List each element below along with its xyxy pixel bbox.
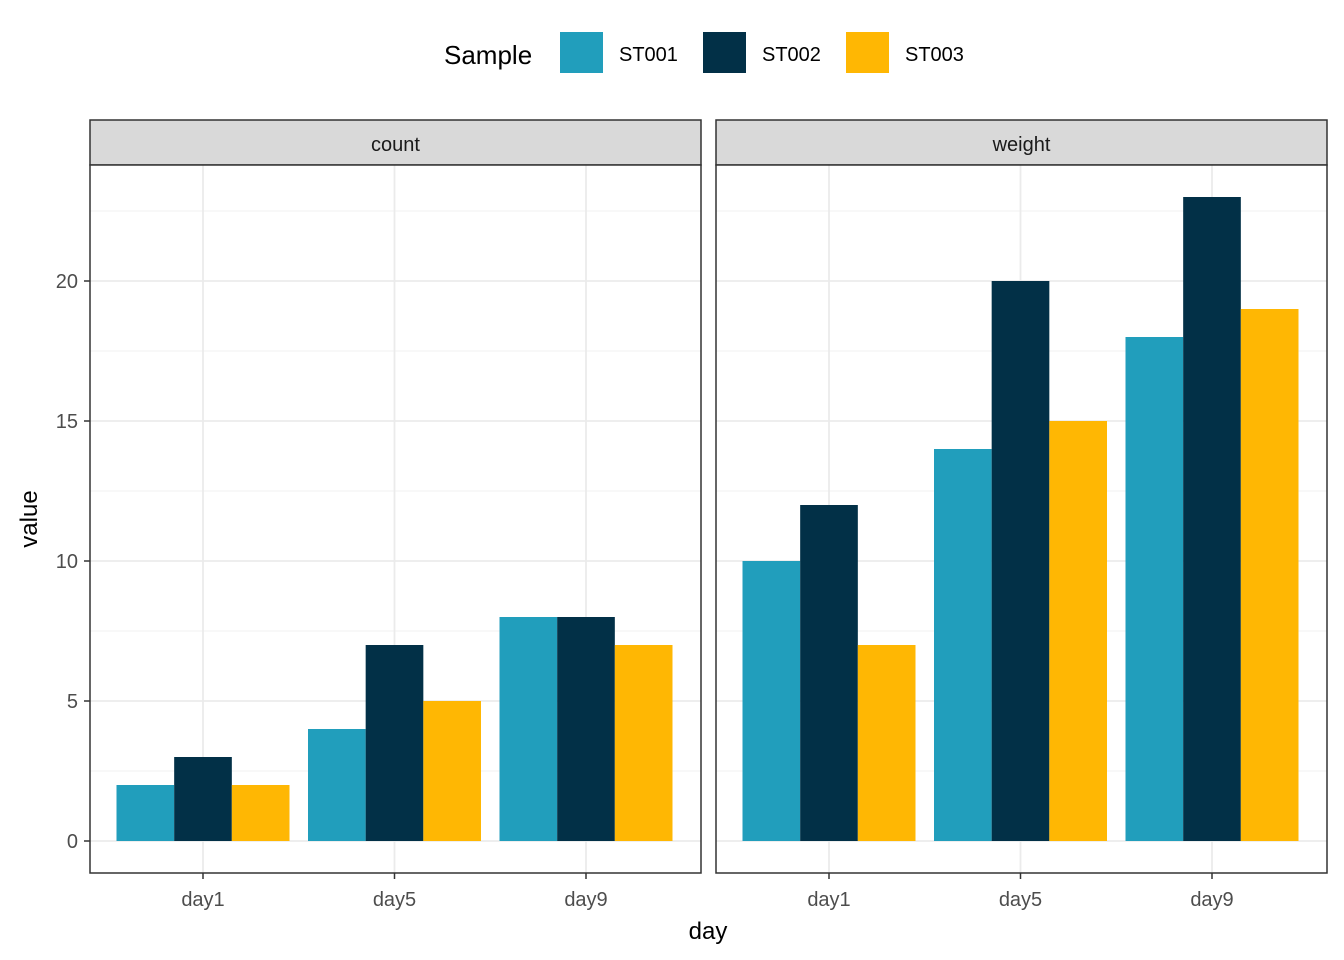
bar-weight-day1-st001 <box>742 561 801 841</box>
legend-label-st003: ST003 <box>905 44 964 66</box>
facet-strip-weight <box>715 119 1328 166</box>
bar-weight-day1-st003 <box>857 645 916 841</box>
x-tick-label: day5 <box>373 889 416 911</box>
bar-count-day5-st003 <box>423 701 481 841</box>
bar-weight-day9-st001 <box>1125 337 1184 841</box>
bar-weight-day5-st002 <box>991 281 1050 841</box>
legend-label-st001: ST001 <box>619 44 678 66</box>
bar-count-day9-st002 <box>557 617 615 841</box>
bar-weight-day9-st002 <box>1183 197 1241 841</box>
y-tick-label: 5 <box>67 691 78 713</box>
y-tick-label: 0 <box>67 831 78 853</box>
bar-count-day1-st003 <box>231 785 290 841</box>
panel-border <box>89 164 702 874</box>
bar-weight-day9-st003 <box>1240 309 1299 841</box>
x-tick-label: day1 <box>807 889 850 911</box>
facet-label-weight: weight <box>992 134 1051 156</box>
panel-count: count day1 day5 day9 0 5 10 15 20 <box>56 119 702 911</box>
legend-key-st002 <box>703 32 746 73</box>
x-tick-label: day5 <box>999 889 1042 911</box>
facet-strip-count <box>89 119 702 166</box>
bar-count-day9-st003 <box>614 645 673 841</box>
legend-label-st002: ST002 <box>762 44 821 66</box>
panel-weight: weight day1 day5 day9 <box>715 119 1328 911</box>
y-tick-label: 10 <box>56 551 78 573</box>
bar-weight-day5-st003 <box>1049 421 1107 841</box>
bar-count-day1-st001 <box>116 785 175 841</box>
legend-key-st003 <box>846 32 889 73</box>
y-tick-label: 20 <box>56 271 78 293</box>
x-tick-label: day9 <box>1190 889 1233 911</box>
legend-key-st001 <box>560 32 603 73</box>
bar-weight-day1-st002 <box>800 505 858 841</box>
bar-count-day9-st001 <box>499 617 558 841</box>
x-tick-label: day1 <box>181 889 224 911</box>
bar-count-day5-st002 <box>365 645 424 841</box>
y-axis-title: value <box>16 490 43 547</box>
legend-title: Sample <box>444 40 532 70</box>
x-axis-title: day <box>689 918 728 945</box>
bar-count-day5-st001 <box>308 729 366 841</box>
y-tick-label: 15 <box>56 411 78 433</box>
facet-label-count: count <box>371 134 420 156</box>
bar-weight-day5-st001 <box>934 449 992 841</box>
x-tick-label: day9 <box>564 889 607 911</box>
legend: Sample ST001 ST002 ST003 <box>444 32 964 73</box>
bar-count-day1-st002 <box>174 757 232 841</box>
panel-border <box>715 164 1328 874</box>
